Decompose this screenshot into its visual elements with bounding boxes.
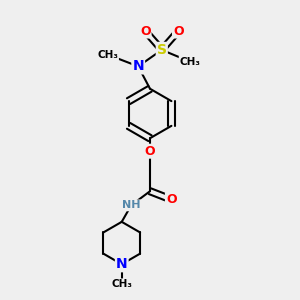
Text: O: O <box>166 193 176 206</box>
Text: O: O <box>140 25 151 38</box>
Text: N: N <box>132 59 144 74</box>
Text: O: O <box>173 25 184 38</box>
Text: O: O <box>145 145 155 158</box>
Text: N: N <box>116 257 127 271</box>
Text: NH: NH <box>122 200 140 210</box>
Text: CH₃: CH₃ <box>97 50 118 60</box>
Text: CH₃: CH₃ <box>179 57 200 67</box>
Text: S: S <box>157 43 167 57</box>
Text: CH₃: CH₃ <box>111 279 132 289</box>
